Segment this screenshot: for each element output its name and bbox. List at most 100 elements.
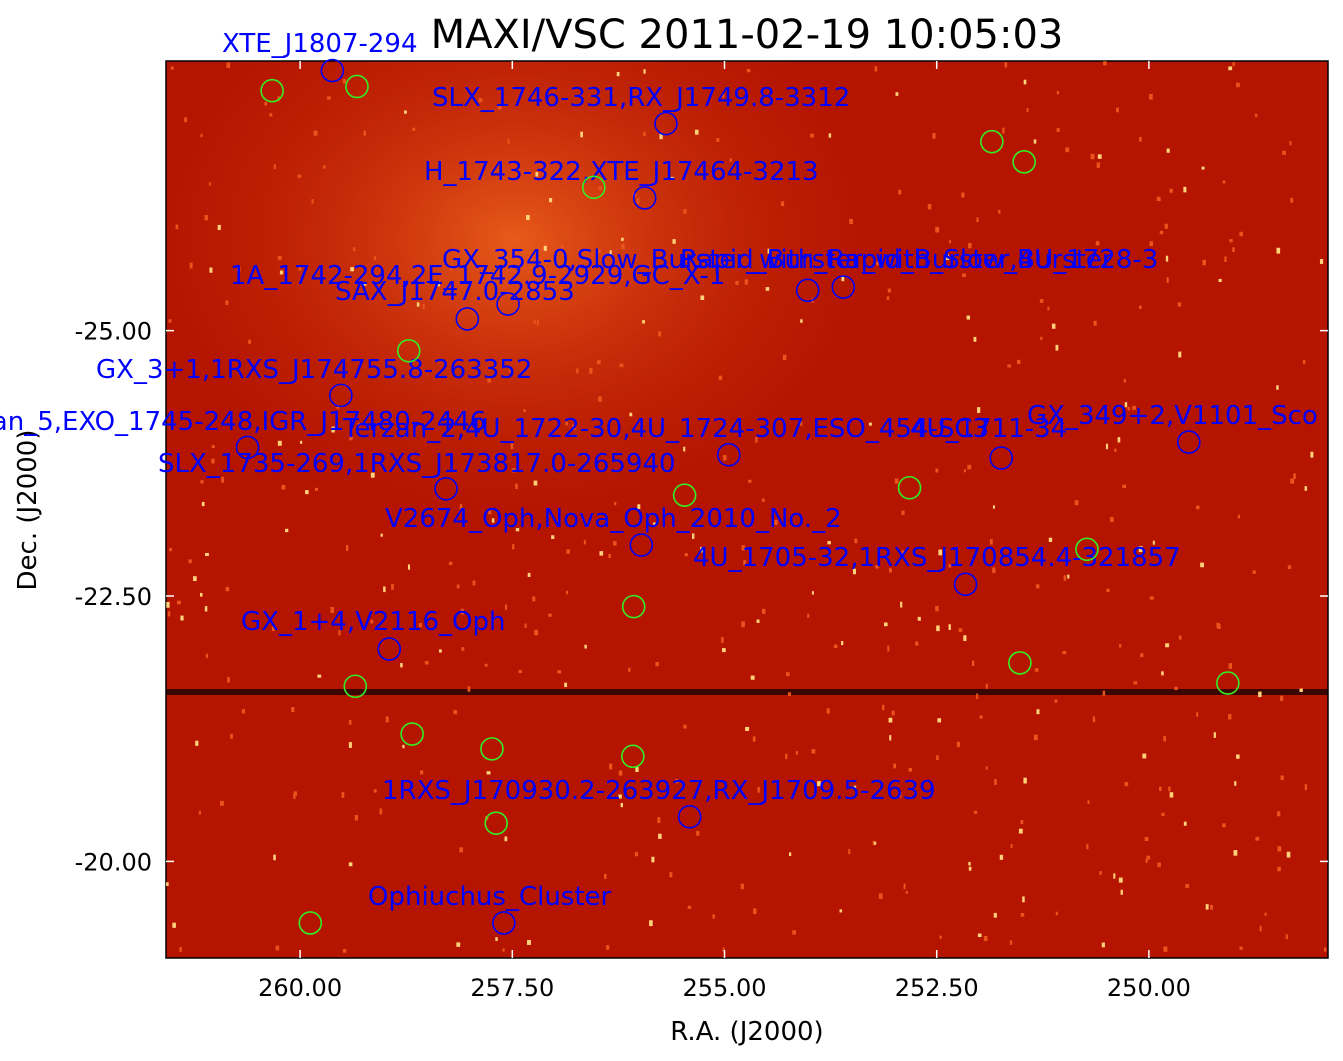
noise-speckle <box>700 295 705 301</box>
noise-speckle <box>373 789 377 793</box>
noise-speckle <box>1074 500 1079 506</box>
noise-speckle <box>894 478 899 484</box>
noise-speckle <box>1169 188 1173 193</box>
noise-speckle <box>621 243 625 250</box>
noise-speckle <box>373 256 377 261</box>
noise-speckle <box>757 786 760 793</box>
noise-speckle <box>973 810 978 814</box>
noise-speckle <box>456 584 460 589</box>
noise-speckle <box>598 396 602 402</box>
noise-speckle <box>1149 94 1153 100</box>
noise-speckle <box>780 201 785 207</box>
noise-speckle <box>208 182 212 186</box>
noise-speckle <box>1286 851 1291 858</box>
noise-speckle <box>1239 946 1243 950</box>
noise-speckle <box>992 505 995 509</box>
noise-speckle <box>609 250 612 255</box>
noise-speckle <box>1004 62 1008 68</box>
source-label: XTE_J1807-294 <box>222 29 418 59</box>
noise-speckle <box>1177 302 1182 307</box>
noise-speckle <box>273 164 276 170</box>
noise-speckle <box>543 245 547 251</box>
noise-speckle <box>1124 402 1128 408</box>
noise-speckle <box>968 866 972 871</box>
noise-speckle <box>566 549 570 554</box>
noise-speckle <box>1047 306 1050 311</box>
noise-speckle <box>853 785 857 789</box>
noise-speckle <box>915 641 919 646</box>
noise-speckle <box>565 590 569 595</box>
noise-speckle <box>620 802 624 808</box>
noise-speckle <box>1280 695 1284 702</box>
noise-speckle <box>422 303 425 310</box>
noise-speckle <box>1140 653 1144 658</box>
noise-speckle <box>420 770 424 775</box>
noise-speckle <box>937 718 942 723</box>
noise-speckle <box>583 539 586 545</box>
noise-speckle <box>515 528 520 532</box>
noise-speckle <box>721 637 724 643</box>
noise-speckle <box>619 363 624 368</box>
noise-speckle <box>1010 844 1013 848</box>
noise-speckle <box>1101 942 1105 948</box>
source-label: SLX_1735-269,1RXS_J173817.0-265940 <box>158 449 676 479</box>
noise-speckle <box>313 130 318 136</box>
noise-speckle <box>755 436 758 443</box>
noise-speckle <box>248 339 251 344</box>
noise-speckle <box>1285 934 1288 940</box>
noise-speckle <box>782 354 787 361</box>
noise-speckle <box>502 227 506 231</box>
detected-source <box>581 175 606 200</box>
noise-speckle <box>1290 478 1295 484</box>
noise-speckle <box>932 132 936 139</box>
noise-speckle <box>917 421 921 425</box>
detected-source <box>343 674 368 699</box>
noise-speckle <box>908 767 913 772</box>
noise-speckle <box>721 648 726 653</box>
noise-speckle <box>291 706 295 713</box>
noise-speckle <box>657 817 661 824</box>
noise-speckle <box>1051 323 1056 329</box>
noise-speckle <box>1055 911 1058 916</box>
noise-speckle <box>799 421 803 426</box>
detected-source <box>260 78 284 103</box>
noise-speckle <box>589 367 593 374</box>
noise-speckle <box>1287 565 1292 570</box>
noise-speckle <box>888 717 893 723</box>
noise-speckle <box>217 224 221 231</box>
noise-speckle <box>510 443 514 450</box>
noise-speckle <box>551 535 555 539</box>
noise-speckle <box>597 360 601 365</box>
noise-speckle <box>281 484 286 490</box>
noise-speckle <box>1222 180 1226 184</box>
catalog-source <box>235 435 260 460</box>
noise-speckle <box>1299 688 1303 693</box>
catalog-source <box>677 805 702 829</box>
noise-speckle <box>275 945 280 951</box>
y-tick-label: -25.00 <box>75 318 152 346</box>
noise-speckle <box>767 248 771 254</box>
noise-speckle <box>721 93 725 98</box>
plot-frame <box>165 60 1329 959</box>
noise-speckle <box>599 551 604 556</box>
noise-speckle <box>225 300 229 306</box>
noise-speckle <box>756 619 760 623</box>
noise-speckle <box>598 186 602 191</box>
noise-speckle <box>564 682 568 688</box>
noise-speckle <box>956 741 961 748</box>
noise-speckle <box>1178 351 1182 358</box>
noise-speckle <box>1056 128 1060 132</box>
noise-speckle <box>989 539 993 545</box>
noise-speckle <box>976 217 979 223</box>
noise-speckle <box>874 841 877 845</box>
noise-speckle <box>1022 896 1025 903</box>
noise-speckle <box>1109 517 1114 523</box>
noise-speckle <box>811 591 814 595</box>
noise-speckle <box>548 613 552 617</box>
noise-speckle <box>1165 255 1169 262</box>
noise-speckle <box>774 519 778 525</box>
catalog-source <box>377 637 402 661</box>
noise-speckle <box>385 716 389 723</box>
catalog-source <box>492 911 516 935</box>
noise-speckle <box>518 669 523 674</box>
